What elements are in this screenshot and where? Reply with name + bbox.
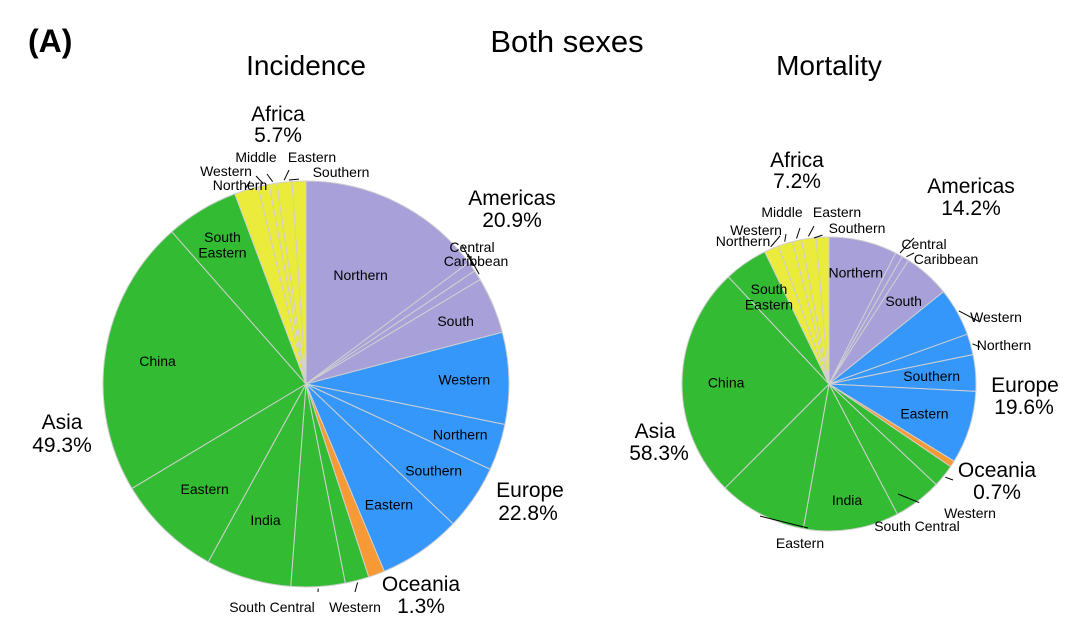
label-americas-central: Central [449,239,494,255]
label-africa-northern: Northern [716,233,770,249]
leader-americas-caribbean [467,253,480,275]
leader-europe-western [958,310,981,323]
label-asia-china: China [139,353,176,369]
slice-americas-northern [305,180,470,385]
label-africa-eastern: Eastern [288,149,336,165]
slice-asia-china [102,231,307,490]
label-asia-eastern: Eastern [180,481,228,497]
leader-asia-western [354,582,359,593]
leader-africa-eastern [808,225,815,237]
slice-asia-china [681,276,830,489]
label-asia-south-central: South Central [874,518,960,534]
leader-africa-western [255,175,264,184]
main-title: Both sexes [490,24,643,59]
region-percent-europe: 19.6% [994,396,1054,419]
label-europe-western: Western [970,309,1022,325]
leader-europe-northern [972,343,981,348]
label-europe-southern: Southern [903,368,960,384]
leader-africa-middle [796,227,801,239]
label-europe-southern: Southern [405,463,462,479]
region-name-africa: Africa [770,149,824,172]
region-name-europe: Europe [991,374,1059,397]
label-asia-eastern: Eastern [776,535,824,551]
leader-africa-northern [770,235,781,248]
mortality-pie: Mortality NorthernSouthSouthernEasternIn… [629,50,1059,551]
label-asia-india: India [250,512,281,528]
mortality-slices [681,236,977,532]
label-europe-eastern: Eastern [365,496,413,512]
label-asia-south-eastern: South Eastern [745,281,793,312]
leader-africa-southern [813,234,823,239]
mortality-outer-labels: CentralCaribbeanAmericas14.2%WesternNort… [629,149,1059,551]
label-africa-middle: Middle [761,204,802,220]
label-asia-south-central: South Central [229,599,315,615]
slice-africa-southern [291,180,307,385]
label-asia-china: China [708,374,745,390]
label-americas-south: South [885,293,922,309]
label-americas-northern: Northern [333,267,387,283]
label-africa-middle: Middle [235,149,276,165]
slice-asia-eastern [131,382,308,563]
region-name-asia: Asia [42,411,83,434]
incidence-title: Incidence [246,50,366,81]
region-name-oceania: Oceania [958,459,1037,482]
label-americas-south: South [437,313,474,329]
label-americas-northern: Northern [829,264,883,280]
region-percent-africa: 5.7% [254,124,302,147]
incidence-inner-labels: Northern South Western Northern Southern East… [139,229,490,528]
leader-americas-central [899,237,915,254]
region-name-asia: Asia [635,420,676,443]
label-europe-western: Western [438,371,490,387]
label-africa-western: Western [730,222,782,238]
region-percent-europe: 22.8% [498,502,558,525]
mortality-title: Mortality [776,50,882,81]
leader-asia-south-central [897,493,920,504]
label-asia-india: India [832,492,863,508]
leader-asia-eastern [759,515,809,529]
leader-americas-central [461,244,474,266]
slice-asia-india [802,382,899,532]
leader-africa-eastern [283,169,290,181]
slice-asia-eastern [724,382,830,530]
region-percent-oceania: 1.3% [397,595,445,618]
region-name-europe: Europe [496,479,564,502]
label-asia-south-eastern: South Eastern [198,229,246,260]
region-percent-americas: 14.2% [941,197,1001,220]
region-name-americas: Americas [927,175,1015,198]
leader-africa-southern [288,178,299,181]
region-percent-americas: 20.9% [482,209,542,232]
label-americas-central: Central [901,236,946,252]
incidence-pie: Incidence NorthernSouthWesternNorthernSo… [32,50,564,618]
label-asia-western: Western [329,599,381,615]
label-africa-northern: Northern [213,177,267,193]
leader-africa-northern [245,180,251,189]
incidence-slices [102,180,510,588]
label-americas-caribbean: Caribbean [444,253,509,269]
leader-africa-middle [266,173,274,183]
region-percent-africa: 7.2% [773,170,821,193]
region-name-americas: Americas [468,187,556,210]
label-americas-caribbean: Caribbean [914,251,979,267]
region-name-oceania: Oceania [382,573,461,596]
region-percent-asia: 49.3% [32,434,92,457]
label-europe-northern: Northern [433,427,487,443]
panel-label: (A) [28,23,72,59]
region-percent-oceania: 0.7% [973,481,1021,504]
leader-asia-western [945,476,954,481]
region-name-africa: Africa [251,103,305,126]
label-europe-eastern: Eastern [900,406,948,422]
label-europe-northern: Northern [977,337,1031,353]
label-africa-southern: Southern [829,220,886,236]
label-africa-western: Western [200,163,252,179]
leader-americas-caribbean [906,252,915,258]
label-africa-southern: Southern [313,164,370,180]
label-africa-eastern: Eastern [813,204,861,220]
label-asia-western: Western [944,505,996,521]
region-percent-asia: 58.3% [629,442,689,465]
leader-africa-western [784,233,787,242]
